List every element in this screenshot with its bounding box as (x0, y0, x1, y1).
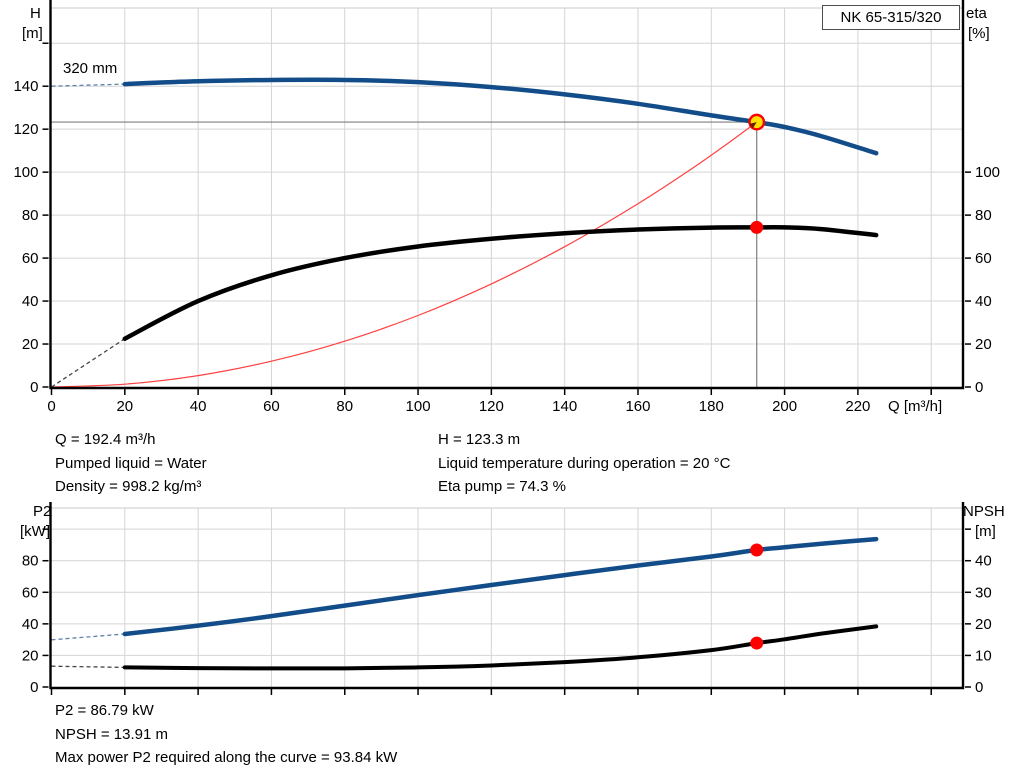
svg-text:0: 0 (975, 679, 983, 696)
svg-text:40: 40 (190, 398, 207, 415)
system-curve[interactable] (50, 121, 758, 388)
pump-type-box: NK 65-315/320 (822, 5, 960, 30)
npsh-axis-unit: [m] (975, 523, 996, 540)
svg-text:20: 20 (975, 336, 992, 353)
svg-text:140: 140 (552, 398, 577, 415)
svg-text:10: 10 (975, 647, 992, 664)
npsh-curve-dashed (51, 665, 125, 669)
svg-text:220: 220 (845, 398, 870, 415)
efficiency-curve[interactable] (122, 224, 879, 341)
info-line-density: Density = 998.2 kg/m³ (55, 478, 202, 495)
info-line-liquid: Pumped liquid = Water (55, 454, 207, 472)
npsh-curve[interactable] (122, 624, 879, 671)
duty-arrow-icon (749, 122, 757, 129)
p2-duty-point[interactable] (750, 543, 764, 557)
svg-text:30: 30 (975, 584, 992, 601)
efficiency-curve-dashed (51, 338, 126, 388)
q-axis-label: Q [m³/h] (888, 398, 942, 415)
info-line-p2: P2 = 86.79 kW (55, 702, 154, 719)
impeller-size-label: 320 mm (63, 60, 118, 77)
svg-text:40: 40 (22, 293, 39, 310)
hq-chart-tick-labels: 0 20 40 60 80 100 120 140 160 180 200 2200204060801… (13, 42, 1000, 415)
svg-text:100: 100 (406, 398, 431, 415)
info-line-eta: Eta pump = 74.3 % (438, 478, 566, 495)
hq-chart-grid (51, 7, 962, 387)
svg-text:60: 60 (975, 250, 992, 267)
p2-npsh-chart: 0 20 40 60 80 0 10 20 30 40 (22, 502, 992, 696)
svg-text:60: 60 (22, 250, 39, 267)
efficiency-point[interactable] (750, 220, 764, 234)
info-line-npsh: NPSH = 13.91 m (55, 725, 168, 743)
head-curve[interactable] (122, 77, 879, 156)
npsh-duty-point[interactable] (750, 636, 764, 650)
svg-text:200: 200 (772, 398, 797, 415)
svg-text:0: 0 (30, 679, 38, 696)
svg-text:80: 80 (975, 207, 992, 224)
svg-text:20: 20 (22, 647, 39, 664)
h-axis-unit: [m] (22, 25, 43, 42)
svg-text:40: 40 (975, 553, 992, 570)
info-line-h: H = 123.3 m (438, 431, 521, 448)
svg-text:20: 20 (975, 616, 992, 633)
svg-text:0: 0 (30, 379, 38, 396)
npsh-axis-label: NPSH (963, 503, 1005, 520)
svg-text:80: 80 (22, 207, 39, 224)
info-line-p2max: Max power P2 required along the curve = … (55, 749, 398, 766)
eta-axis-label: eta (966, 5, 987, 22)
svg-text:80: 80 (22, 553, 39, 570)
head-curve-dashed (51, 83, 125, 87)
svg-text:20: 20 (116, 398, 133, 415)
info-line-q: Q = 192.4 m³/h (55, 431, 156, 448)
p2-curve[interactable] (122, 536, 879, 637)
svg-text:40: 40 (22, 616, 39, 633)
svg-text:180: 180 (699, 398, 724, 415)
svg-text:140: 140 (13, 78, 38, 95)
h-axis-label: H (30, 5, 41, 22)
svg-text:120: 120 (13, 121, 38, 138)
p2-axis-unit: [kW] (20, 523, 50, 540)
svg-text:20: 20 (22, 336, 39, 353)
hq-chart: 0 20 40 60 80 100 120 140 160 180 200 2200204060801… (13, 0, 1000, 415)
svg-text:60: 60 (263, 398, 280, 415)
eta-axis-unit: [%] (968, 25, 990, 42)
svg-text:40: 40 (975, 293, 992, 310)
info-line-temp: Liquid temperature during operation = 20… (438, 454, 731, 472)
svg-text:120: 120 (479, 398, 504, 415)
p2-npsh-chart-grid (51, 507, 962, 687)
p2-npsh-chart-tick-labels: 0 20 40 60 80 0 10 20 30 40 (22, 528, 992, 696)
svg-text:80: 80 (336, 398, 353, 415)
svg-text:100: 100 (975, 164, 1000, 181)
p2-curve-dashed (51, 633, 125, 641)
svg-text:160: 160 (625, 398, 650, 415)
duty-info-left: Q = 192.4 m³/h Pumped liquid = Water Den… (55, 428, 207, 499)
svg-text:0: 0 (47, 398, 55, 415)
svg-text:0: 0 (975, 379, 983, 396)
svg-text:60: 60 (22, 584, 39, 601)
duty-info-right: H = 123.3 m Liquid temperature during op… (438, 428, 730, 499)
p2-axis-label: P2 (33, 503, 52, 520)
svg-text:100: 100 (13, 164, 38, 181)
power-info: P2 = 86.79 kW NPSH = 13.91 m Max power P… (55, 699, 397, 770)
